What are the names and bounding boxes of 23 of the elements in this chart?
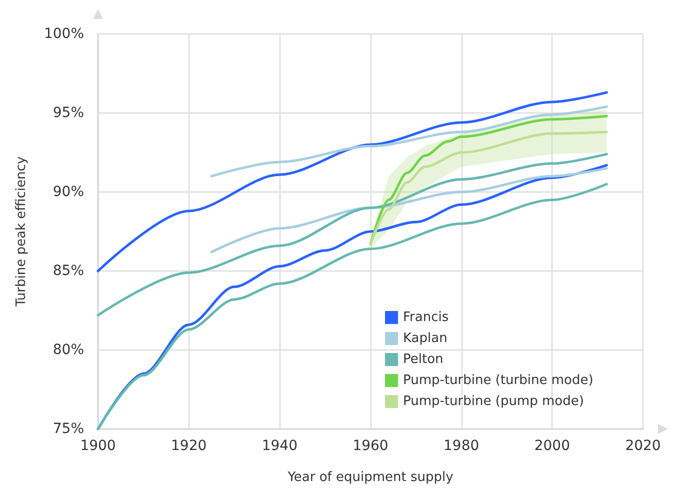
x-tick-label: 1940 [262,438,298,454]
y-tick-label: 95% [52,105,84,121]
x-tick-label: 1900 [80,438,116,454]
x-tick-label: 2000 [534,438,570,454]
y-axis-title: Turbine peak efficiency [14,156,29,308]
line-series [210,105,608,178]
y-tick-label: 90% [52,184,84,200]
x-tick-label: 1920 [171,438,207,454]
x-axis-title: Year of equipment supply [286,470,454,485]
x-tick-label: 1960 [352,438,388,454]
legend-label: Pump-turbine (pump mode) [403,394,584,409]
x-tick-label: 1980 [444,438,480,454]
legend-label: Pelton [403,352,444,367]
x-tick-label: 2020 [625,438,661,454]
y-tick-label: 80% [52,342,84,358]
line-series [96,91,608,272]
legend-label: Pump-turbine (turbine mode) [403,373,594,388]
line-series [210,167,608,254]
y-tick-label: 100% [44,26,84,42]
y-tick-label: 75% [52,421,84,437]
legend-label: Kaplan [403,331,448,346]
y-tick-label: 85% [52,263,84,279]
legend-label: Francis [403,310,449,325]
